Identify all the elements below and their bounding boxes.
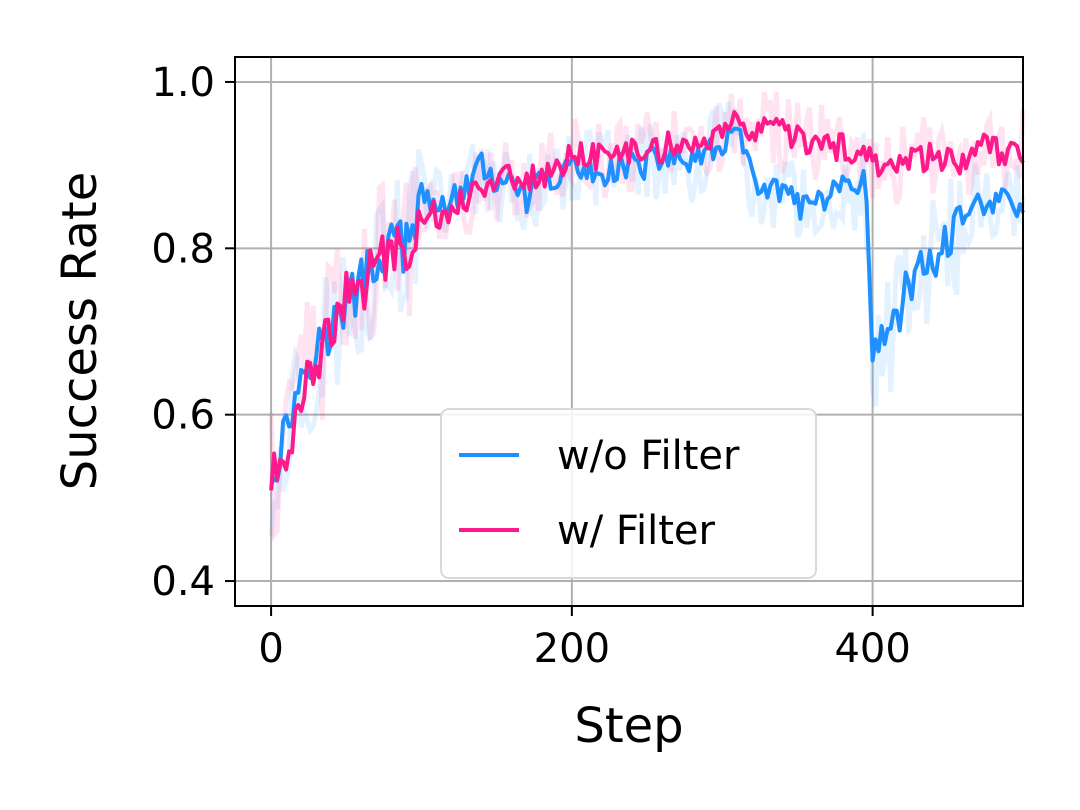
legend-label-wo-filter: w/o Filter (557, 433, 740, 479)
x-tick-label: 200 (534, 626, 610, 672)
y-tick-label: 1.0 (151, 60, 215, 106)
y-axis-title: Success Rate (52, 172, 108, 491)
y-tick-label: 0.4 (151, 559, 215, 605)
legend-label-w-filter: w/ Filter (557, 508, 716, 554)
y-axis-ticks: 0.4 0.6 0.8 1.0 (151, 60, 235, 605)
series-lines (269, 110, 1025, 491)
y-tick-label: 0.8 (151, 226, 215, 272)
legend: w/o Filter w/ Filter (440, 408, 817, 579)
x-axis-ticks: 0 200 400 (258, 606, 911, 672)
series-band-0 (268, 101, 1026, 537)
plot-frame (234, 56, 1024, 607)
x-tick-label: 400 (834, 626, 910, 672)
legend-box (440, 408, 817, 579)
x-tick-label: 0 (258, 626, 283, 672)
x-axis-title: Step (574, 698, 683, 754)
y-tick-label: 0.6 (151, 393, 215, 439)
series-line-1 (269, 110, 1025, 491)
